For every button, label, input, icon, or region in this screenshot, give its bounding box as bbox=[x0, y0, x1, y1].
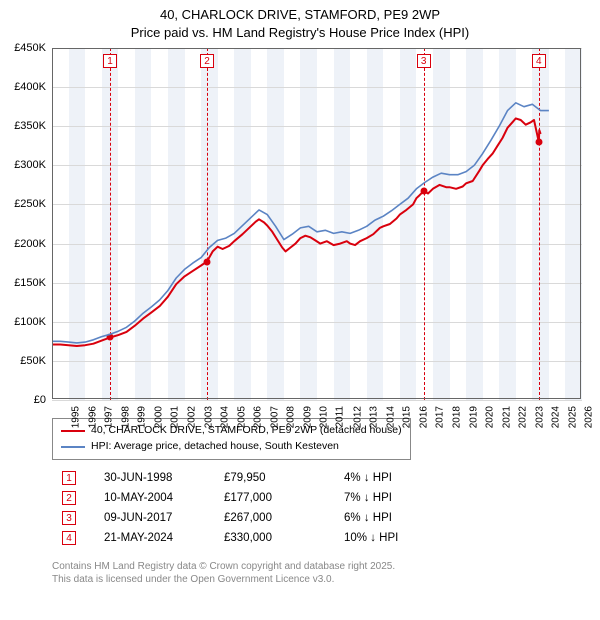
event-price: £177,000 bbox=[224, 492, 344, 504]
x-axis-label: 2006 bbox=[252, 406, 263, 428]
y-axis-label: £300K bbox=[2, 159, 46, 171]
y-axis-label: £400K bbox=[2, 81, 46, 93]
x-axis-label: 2001 bbox=[170, 406, 181, 428]
event-date: 09-JUN-2017 bbox=[104, 512, 224, 524]
title-subtitle: Price paid vs. HM Land Registry's House … bbox=[0, 24, 600, 42]
event-price: £79,950 bbox=[224, 472, 344, 484]
event-row: 2 10-MAY-2004£177,0007% ↓ HPI bbox=[62, 488, 464, 508]
x-axis-label: 1997 bbox=[103, 406, 114, 428]
event-marker: 1 bbox=[62, 471, 76, 485]
x-axis-label: 2020 bbox=[484, 406, 495, 428]
event-date: 30-JUN-1998 bbox=[104, 472, 224, 484]
event-diff: 7% ↓ HPI bbox=[344, 492, 464, 504]
events-table: 130-JUN-1998£79,9504% ↓ HPI210-MAY-2004£… bbox=[62, 468, 464, 548]
x-axis-label: 2017 bbox=[435, 406, 446, 428]
chart-container: { "title": { "line1": "40, CHARLOCK DRIV… bbox=[0, 0, 600, 620]
event-row: 1 30-JUN-1998£79,9504% ↓ HPI bbox=[62, 468, 464, 488]
x-axis-label: 2011 bbox=[335, 406, 346, 428]
x-axis-label: 1999 bbox=[137, 406, 148, 428]
x-axis-label: 2002 bbox=[186, 406, 197, 428]
x-axis-label: 2026 bbox=[584, 406, 595, 428]
legend-row-hpi: HPI: Average price, detached house, Sout… bbox=[61, 439, 402, 455]
x-axis-label: 2007 bbox=[269, 406, 280, 428]
footer: Contains HM Land Registry data © Crown c… bbox=[52, 560, 395, 586]
y-axis-label: £200K bbox=[2, 238, 46, 250]
x-axis-label: 2012 bbox=[352, 406, 363, 428]
x-axis-label: 2025 bbox=[567, 406, 578, 428]
x-axis-label: 2004 bbox=[219, 406, 230, 428]
x-axis-label: 2005 bbox=[236, 406, 247, 428]
event-date: 21-MAY-2024 bbox=[104, 532, 224, 544]
event-marker: 2 bbox=[62, 491, 76, 505]
event-diff: 6% ↓ HPI bbox=[344, 512, 464, 524]
y-axis-label: £0 bbox=[2, 394, 46, 406]
x-axis-label: 2022 bbox=[517, 406, 528, 428]
event-price: £267,000 bbox=[224, 512, 344, 524]
x-axis-label: 2015 bbox=[402, 406, 413, 428]
legend-swatch-subject bbox=[61, 430, 85, 432]
event-row: 4 21-MAY-2024£330,00010% ↓ HPI bbox=[62, 528, 464, 548]
x-axis-label: 2014 bbox=[385, 406, 396, 428]
x-axis-label: 2000 bbox=[153, 406, 164, 428]
x-axis-label: 2010 bbox=[319, 406, 330, 428]
x-axis-label: 1998 bbox=[120, 406, 131, 428]
title-block: 40, CHARLOCK DRIVE, STAMFORD, PE9 2WP Pr… bbox=[0, 0, 600, 42]
y-axis-label: £100K bbox=[2, 316, 46, 328]
grid-line bbox=[52, 400, 582, 401]
x-axis-label: 2013 bbox=[368, 406, 379, 428]
x-axis-label: 2021 bbox=[501, 406, 512, 428]
x-axis-label: 2019 bbox=[468, 406, 479, 428]
chart-area: 1234 bbox=[52, 48, 582, 400]
y-axis-label: £450K bbox=[2, 42, 46, 54]
legend-label-hpi: HPI: Average price, detached house, Sout… bbox=[91, 439, 339, 455]
event-marker: 4 bbox=[62, 531, 76, 545]
y-axis-label: £250K bbox=[2, 198, 46, 210]
y-axis-label: £350K bbox=[2, 120, 46, 132]
plot-border bbox=[52, 48, 581, 399]
x-axis-label: 2023 bbox=[534, 406, 545, 428]
event-date: 10-MAY-2004 bbox=[104, 492, 224, 504]
event-marker: 3 bbox=[62, 511, 76, 525]
x-axis-label: 2008 bbox=[286, 406, 297, 428]
title-address: 40, CHARLOCK DRIVE, STAMFORD, PE9 2WP bbox=[0, 6, 600, 24]
event-price: £330,000 bbox=[224, 532, 344, 544]
footer-line2: This data is licensed under the Open Gov… bbox=[52, 573, 395, 586]
y-axis-label: £50K bbox=[2, 355, 46, 367]
x-axis-label: 2024 bbox=[551, 406, 562, 428]
x-axis-label: 2003 bbox=[203, 406, 214, 428]
legend-swatch-hpi bbox=[61, 446, 85, 448]
event-diff: 4% ↓ HPI bbox=[344, 472, 464, 484]
x-axis-label: 2016 bbox=[418, 406, 429, 428]
x-axis-label: 2018 bbox=[451, 406, 462, 428]
x-axis-label: 1995 bbox=[70, 406, 81, 428]
event-diff: 10% ↓ HPI bbox=[344, 532, 464, 544]
x-axis-label: 1996 bbox=[87, 406, 98, 428]
x-axis-label: 2009 bbox=[302, 406, 313, 428]
event-row: 3 09-JUN-2017£267,0006% ↓ HPI bbox=[62, 508, 464, 528]
y-axis-label: £150K bbox=[2, 277, 46, 289]
footer-line1: Contains HM Land Registry data © Crown c… bbox=[52, 560, 395, 573]
